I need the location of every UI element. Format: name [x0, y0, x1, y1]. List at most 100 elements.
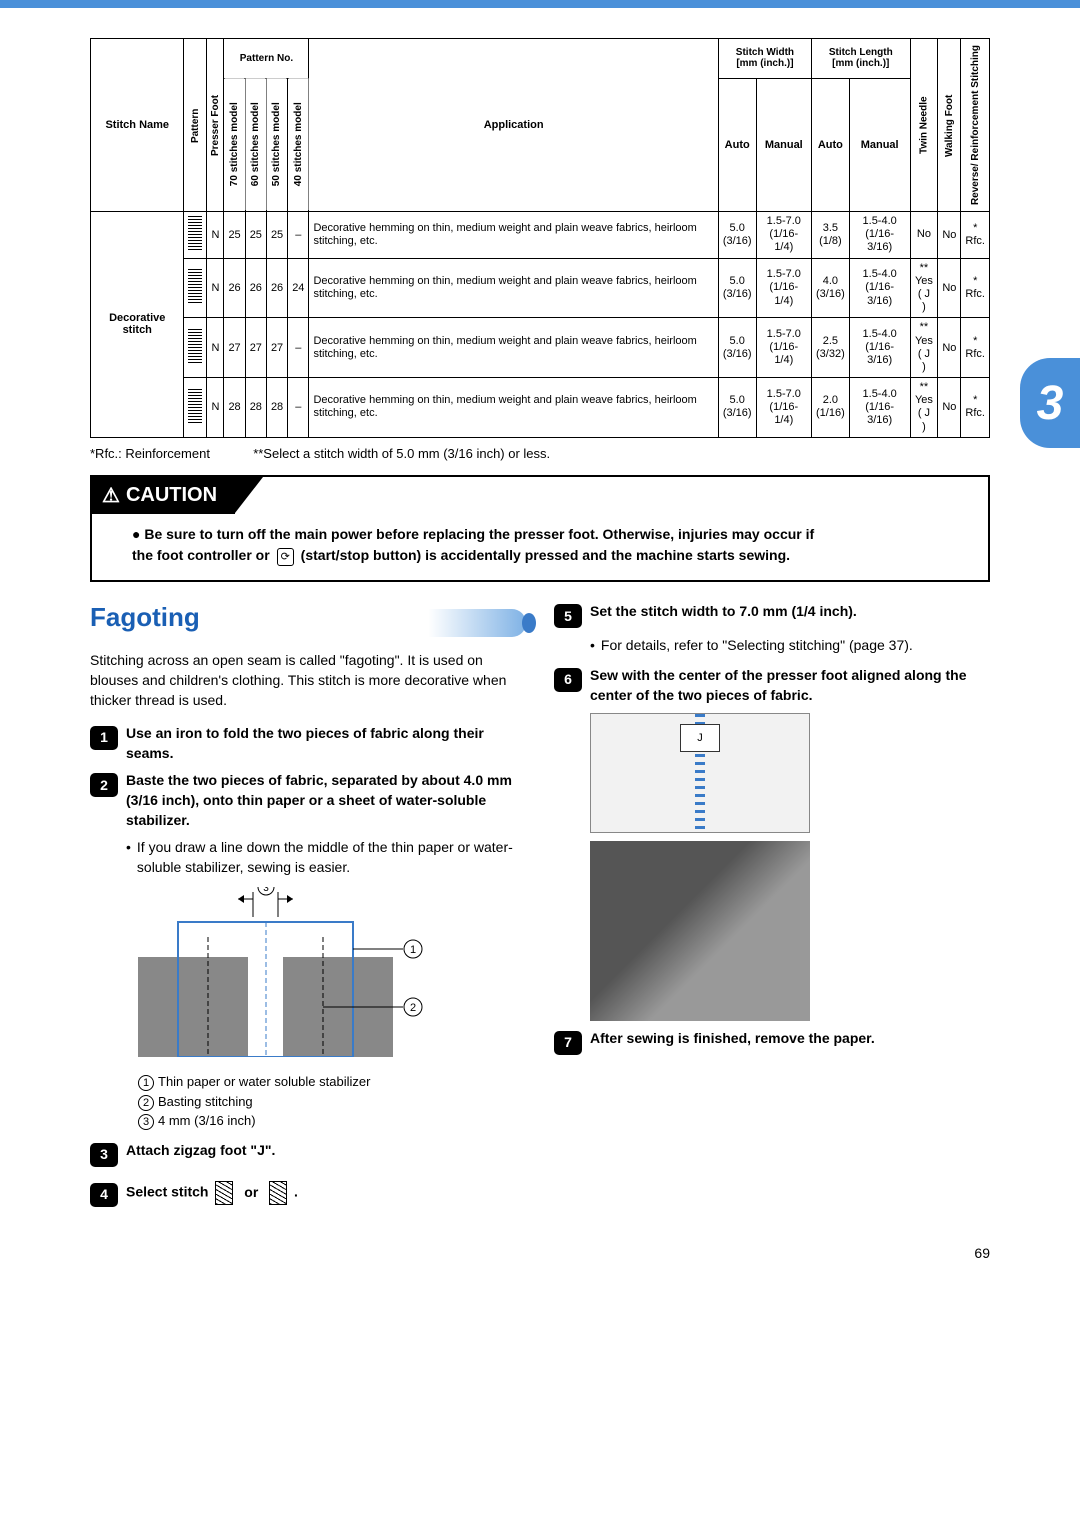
cell: No — [938, 258, 961, 318]
step-5-note-text: For details, refer to "Selecting stitchi… — [601, 636, 913, 656]
right-column: 5 Set the stitch width to 7.0 mm (1/4 in… — [554, 602, 990, 1214]
step-1: 1 Use an iron to fold the two pieces of … — [90, 724, 526, 763]
th-sl-auto: Auto — [812, 78, 850, 211]
svg-text:1: 1 — [410, 944, 416, 956]
cell: 1.5-7.0(1/16-1/4) — [756, 258, 811, 318]
th-twin-needle: Twin Needle — [910, 39, 938, 212]
cell: 1.5-4.0(1/16-3/16) — [849, 258, 910, 318]
diagram-legend: 1Thin paper or water soluble stabilizer … — [138, 1072, 526, 1131]
left-column: Fagoting Stitching across an open seam i… — [90, 602, 526, 1214]
cell: No — [938, 318, 961, 378]
th-m70: 70 stitches model — [224, 78, 245, 211]
caution-body: ● Be sure to turn off the main power bef… — [92, 514, 988, 581]
cell — [184, 258, 207, 318]
footnote-width: **Select a stitch width of 5.0 mm (3/16 … — [253, 446, 550, 461]
th-pattern: Pattern — [184, 39, 207, 212]
cell: 5.0(3/16) — [718, 318, 756, 378]
legend-1: Thin paper or water soluble stabilizer — [158, 1074, 370, 1089]
table-row: Decorative stitchN252525–Decorative hemm… — [91, 212, 990, 259]
caution-box: ⚠ CAUTION ● Be sure to turn off the main… — [90, 475, 990, 583]
step-2-note-text: If you draw a line down the middle of th… — [137, 838, 526, 877]
illustration-line: J — [590, 713, 850, 833]
step-3-text: Attach zigzag foot "J". — [126, 1142, 275, 1158]
title-decoration — [200, 609, 526, 637]
caution-bullet: ● — [132, 526, 140, 542]
cell: N — [207, 318, 224, 378]
stitch-length-unit: [mm (inch.)] — [816, 58, 906, 69]
cell: 28 — [245, 378, 266, 438]
cell: 27 — [224, 318, 245, 378]
th-reverse: Reverse/ Reinforcement Stitching — [961, 39, 990, 212]
cell — [184, 212, 207, 259]
footnote-rfc: *Rfc.: Reinforcement — [90, 446, 210, 461]
cell: 25 — [266, 212, 287, 259]
legend-2: Basting stitching — [158, 1094, 253, 1109]
cell: 24 — [288, 258, 309, 318]
step-4: 4 Select stitch or . — [90, 1181, 526, 1207]
caution-line2b: (start/stop button) is accidentally pres… — [301, 547, 790, 563]
cell: Decorative hemming on thin, medium weigh… — [309, 318, 718, 378]
table-footnotes: *Rfc.: Reinforcement **Select a stitch w… — [90, 446, 990, 461]
th-stitch-length: Stitch Length [mm (inch.)] — [812, 39, 911, 79]
th-m50: 50 stitches model — [266, 78, 287, 211]
cell: No — [910, 212, 938, 259]
cell — [184, 318, 207, 378]
step-7: 7 After sewing is finished, remove the p… — [554, 1029, 990, 1055]
cell: *Rfc. — [961, 212, 990, 259]
th-stitch-width: Stitch Width [mm (inch.)] — [718, 39, 811, 79]
pattern-icon — [188, 216, 202, 250]
cell: Decorative hemming on thin, medium weigh… — [309, 378, 718, 438]
illustration-photo — [590, 841, 850, 1021]
step-num-2: 2 — [90, 773, 118, 797]
stitch-icon-b — [269, 1181, 287, 1205]
th-sw-auto: Auto — [718, 78, 756, 211]
th-stitch-name: Stitch Name — [91, 39, 184, 212]
cell: Decorative hemming on thin, medium weigh… — [309, 258, 718, 318]
chapter-tab: 3 — [1020, 358, 1080, 448]
cell: *Rfc. — [961, 378, 990, 438]
step-4-period: . — [294, 1184, 298, 1200]
stitch-width-label: Stitch Width — [723, 47, 807, 58]
cell: – — [288, 212, 309, 259]
step-num-1: 1 — [90, 726, 118, 750]
cell: 1.5-4.0(1/16-3/16) — [849, 378, 910, 438]
step-5: 5 Set the stitch width to 7.0 mm (1/4 in… — [554, 602, 990, 628]
step-6: 6 Sew with the center of the presser foo… — [554, 666, 990, 705]
cell: 3.5(1/8) — [812, 212, 850, 259]
cell: 25 — [245, 212, 266, 259]
cell: 25 — [224, 212, 245, 259]
page-number: 69 — [90, 1245, 990, 1261]
cell: 2.5(3/32) — [812, 318, 850, 378]
intro-text: Stitching across an open seam is called … — [90, 651, 526, 710]
th-presser-foot: Presser Foot — [207, 39, 224, 212]
stitch-width-unit: [mm (inch.)] — [723, 58, 807, 69]
step-num-6: 6 — [554, 668, 582, 692]
cell: No — [938, 212, 961, 259]
cell: **Yes( J ) — [910, 318, 938, 378]
svg-text:2: 2 — [410, 1002, 416, 1014]
caution-header: ⚠ CAUTION — [92, 477, 988, 514]
cell: 27 — [245, 318, 266, 378]
cell: 5.0(3/16) — [718, 378, 756, 438]
cell: 26 — [266, 258, 287, 318]
step-2-text: Baste the two pieces of fabric, separate… — [126, 772, 512, 827]
cell: 2.0(1/16) — [812, 378, 850, 438]
cell: 5.0(3/16) — [718, 258, 756, 318]
cell: 1.5-7.0(1/16-1/4) — [756, 318, 811, 378]
cell: 26 — [245, 258, 266, 318]
th-walking-foot: Walking Foot — [938, 39, 961, 212]
cell: 1.5-7.0(1/16-1/4) — [756, 212, 811, 259]
caution-label: CAUTION — [126, 484, 217, 507]
cell: N — [207, 212, 224, 259]
step-num-5: 5 — [554, 604, 582, 628]
stitch-table: Stitch Name Pattern Presser Foot Pattern… — [90, 38, 990, 438]
fagoting-diagram: 3 1 2 — [138, 887, 526, 1062]
cell: 27 — [266, 318, 287, 378]
top-bar — [0, 0, 1080, 8]
caution-line1: Be sure to turn off the main power befor… — [144, 526, 814, 542]
stitch-name-cell: Decorative stitch — [91, 212, 184, 438]
cell: – — [288, 378, 309, 438]
cell: – — [288, 318, 309, 378]
step-5-note: •For details, refer to "Selecting stitch… — [590, 636, 990, 656]
table-row: N282828–Decorative hemming on thin, medi… — [91, 378, 990, 438]
